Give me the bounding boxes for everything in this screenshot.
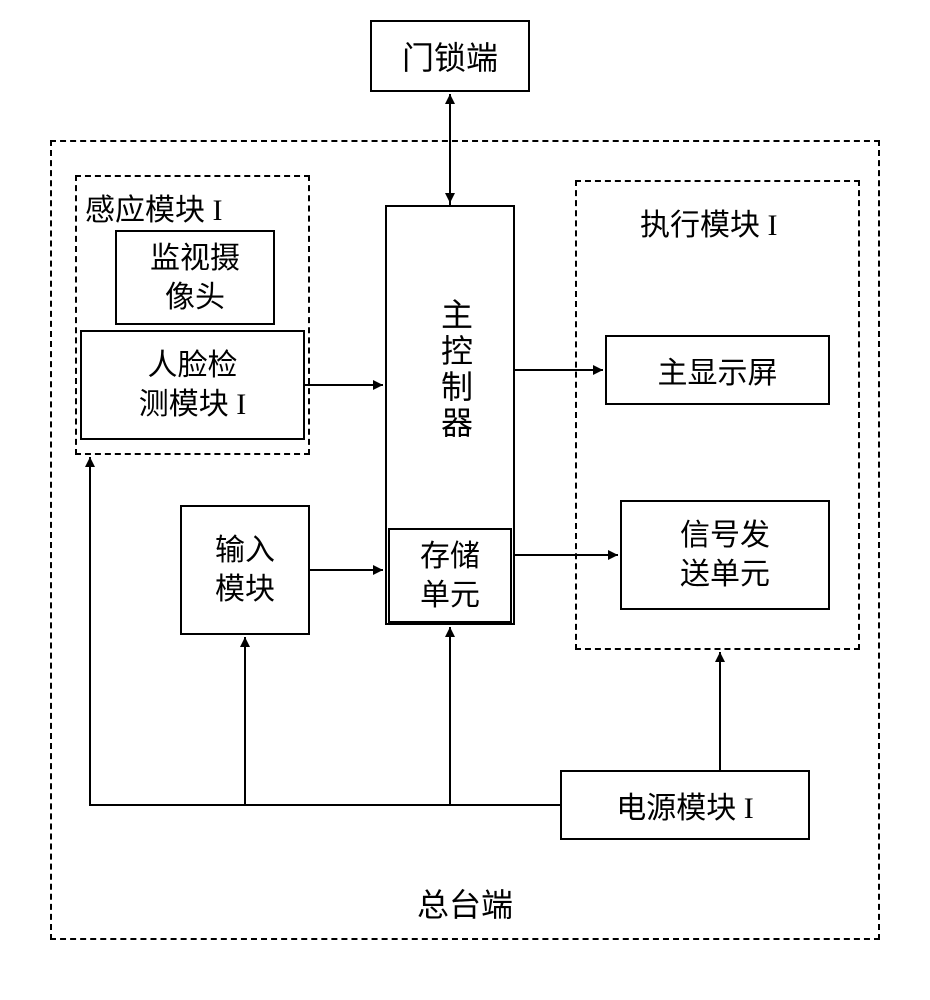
storage-unit-node: 存储 单元 [388, 528, 512, 623]
signal-send-node: 信号发 送单元 [620, 500, 830, 610]
camera-node: 监视摄 像头 [115, 230, 275, 325]
power-module-label: 电源模块 I [616, 783, 754, 827]
face-detect-node: 人脸检 测模块 I [80, 330, 305, 440]
main-display-node: 主显示屏 [605, 335, 830, 405]
storage-unit-label: 存储 单元 [420, 537, 480, 615]
main-display-label: 主显示屏 [658, 348, 778, 392]
power-module-node: 电源模块 I [560, 770, 810, 840]
main-station-label: 总台端 [395, 880, 535, 926]
sensing-module-label: 感应模块 I [85, 185, 223, 229]
face-detect-label: 人脸检 测模块 I [139, 346, 247, 424]
signal-send-label: 信号发 送单元 [680, 516, 770, 594]
camera-label: 监视摄 像头 [150, 239, 240, 317]
input-module-label: 输入 模块 [215, 531, 275, 609]
exec-module-label: 执行模块 I [640, 200, 778, 244]
main-controller-label: 主控制器 [432, 230, 478, 510]
door-lock-node: 门锁端 [370, 20, 530, 92]
door-lock-label: 门锁端 [402, 33, 498, 79]
input-module-node: 输入 模块 [180, 505, 310, 635]
